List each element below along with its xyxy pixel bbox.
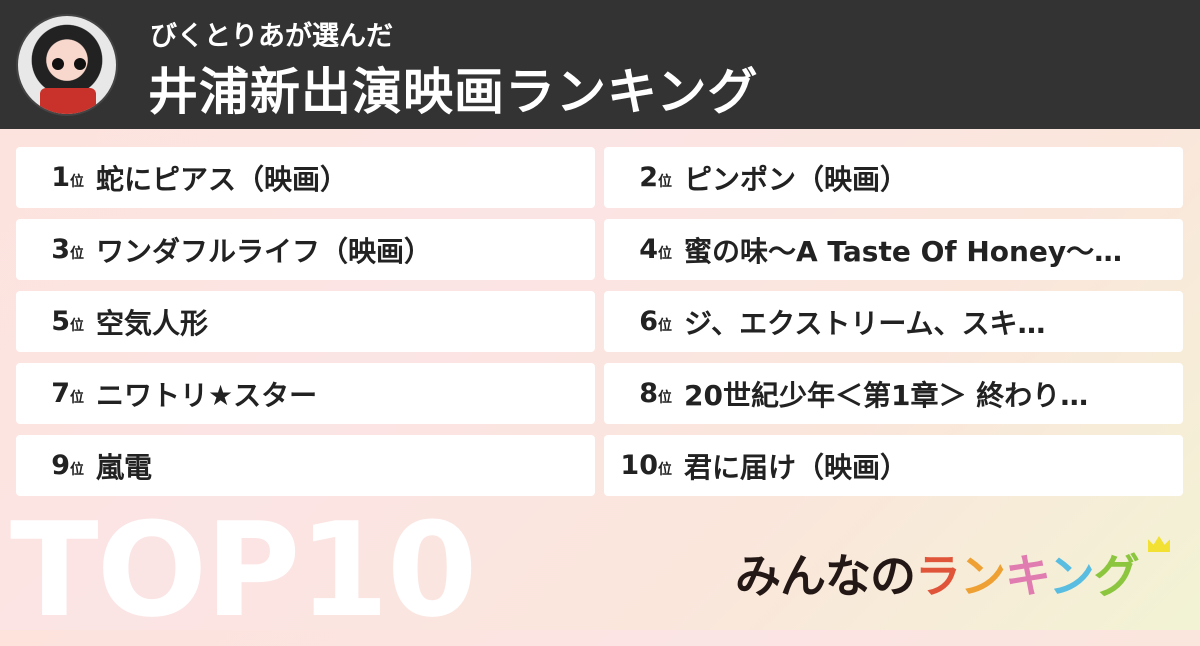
avatar-eye-icon (74, 58, 86, 70)
item-title: 君に届け（映画） (684, 450, 909, 484)
rank-value: 7 (51, 378, 70, 409)
rank-number: 7位 (16, 378, 96, 409)
rank-number: 6位 (604, 306, 684, 337)
logo-char: ン (1048, 549, 1095, 603)
ranking-item[interactable]: 4位 蜜の味〜A Taste Of Honey〜… (604, 219, 1183, 280)
rank-unit: 位 (658, 462, 672, 478)
item-title: 20世紀少年＜第1章＞ 終わり… (684, 378, 1089, 412)
crown-icon (1148, 536, 1170, 552)
site-logo[interactable]: みんなのランキング (735, 540, 1140, 606)
rank-number: 9位 (16, 450, 96, 481)
rank-value: 10 (620, 450, 658, 481)
rank-value: 4 (639, 234, 658, 265)
page-title: 井浦新出演映画ランキング (148, 63, 759, 121)
item-title: 蛇にピアス（映画） (96, 162, 349, 196)
item-title: ワンダフルライフ（映画） (96, 234, 433, 268)
logo-char: ン (960, 549, 1006, 603)
rank-number: 8位 (604, 378, 684, 409)
ranking-item[interactable]: 5位 空気人形 (16, 291, 595, 352)
logo-part1: みんなの (735, 549, 916, 603)
rank-number: 2位 (604, 162, 684, 193)
ranking-item[interactable]: 2位 ピンポン（映画） (604, 147, 1183, 208)
item-title: ピンポン（映画） (684, 162, 909, 196)
ranking-item[interactable]: 9位 嵐電 (16, 435, 595, 496)
rank-value: 5 (51, 306, 70, 337)
rank-value: 2 (639, 162, 658, 193)
rank-unit: 位 (658, 318, 672, 334)
item-title: ニワトリ★スター (96, 378, 318, 412)
rank-value: 6 (639, 306, 658, 337)
header: びくとりあが選んだ 井浦新出演映画ランキング (0, 0, 1200, 129)
ranking-item[interactable]: 10位 君に届け（映画） (604, 435, 1183, 496)
ranking-item[interactable]: 1位 蛇にピアス（映画） (16, 147, 595, 208)
ranking-item[interactable]: 3位 ワンダフルライフ（映画） (16, 219, 595, 280)
rank-number: 4位 (604, 234, 684, 265)
item-title: 空気人形 (96, 306, 209, 340)
rank-value: 3 (51, 234, 70, 265)
ranking-item[interactable]: 8位 20世紀少年＜第1章＞ 終わり… (604, 363, 1183, 424)
item-title: 嵐電 (96, 450, 153, 484)
item-title: 蜜の味〜A Taste Of Honey〜… (684, 234, 1123, 268)
avatar-scarf (40, 88, 96, 114)
rank-unit: 位 (658, 390, 672, 406)
ranking-item[interactable]: 6位 ジ、エクストリーム、スキ… (604, 291, 1183, 352)
top10-label: TOP10 (10, 494, 477, 646)
logo-char: グ (1093, 549, 1140, 603)
rank-number: 5位 (16, 306, 96, 337)
rank-value: 1 (51, 162, 70, 193)
ranking-item[interactable]: 7位 ニワトリ★スター (16, 363, 595, 424)
rank-unit: 位 (658, 174, 672, 190)
rank-unit: 位 (658, 246, 672, 262)
rank-unit: 位 (70, 246, 84, 262)
rank-value: 8 (639, 378, 658, 409)
user-avatar[interactable] (16, 14, 118, 116)
avatar-eye-icon (52, 58, 64, 70)
rank-unit: 位 (70, 318, 84, 334)
rank-number: 1位 (16, 162, 96, 193)
page-subtitle: びくとりあが選んだ (150, 21, 393, 52)
rank-number: 10位 (604, 450, 684, 481)
rank-unit: 位 (70, 462, 84, 478)
logo-char: キ (1005, 549, 1050, 603)
logo-char: ラ (915, 549, 961, 603)
item-title: ジ、エクストリーム、スキ… (684, 306, 1046, 340)
rank-unit: 位 (70, 174, 84, 190)
rank-value: 9 (51, 450, 70, 481)
rank-number: 3位 (16, 234, 96, 265)
rank-unit: 位 (70, 390, 84, 406)
